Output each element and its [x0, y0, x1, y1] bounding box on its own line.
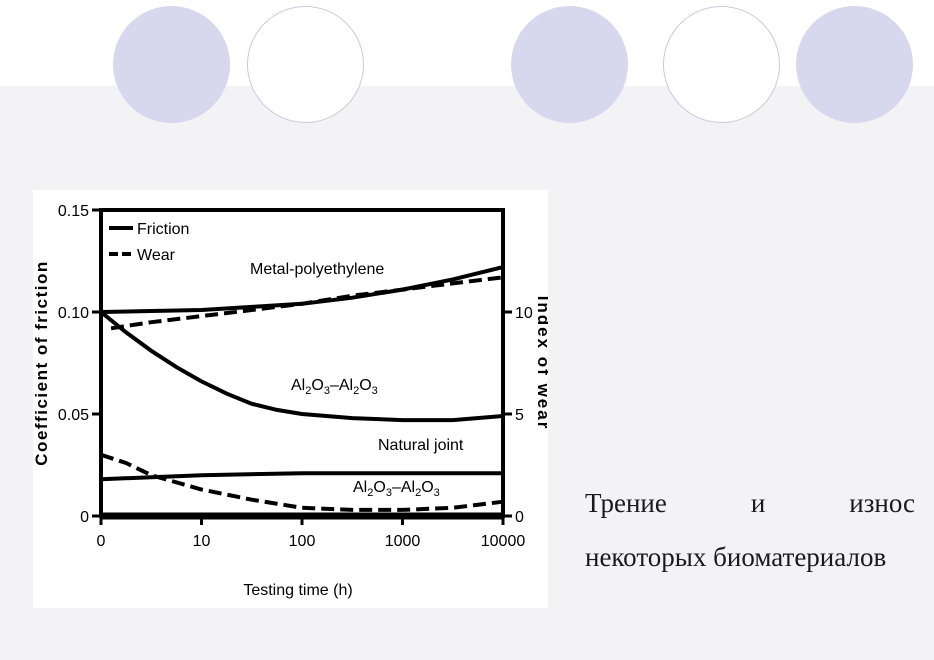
y-left-tick-label-1: 0.05 — [58, 407, 89, 424]
decorative-circle-3 — [511, 6, 628, 123]
legend-label-wear: Wear — [137, 247, 176, 264]
decorative-circle-4 — [663, 6, 780, 123]
annotation-natural-joint: Natural joint — [378, 437, 464, 454]
annotation-al2o3-upper: Al2O3–Al2O3 — [291, 377, 378, 397]
caption-word-3: износ — [849, 488, 915, 518]
x-axis-label: Testing time (h) — [243, 582, 352, 599]
slide-caption: Трение и износ некоторых биоматериалов — [585, 476, 915, 584]
legend: Friction Wear — [109, 221, 189, 264]
chart-svg: 0 10 100 1000 10000 0 0.05 0.10 0.15 0 5 10 Coeffic… — [33, 203, 548, 599]
x-tick-label-2: 100 — [289, 533, 316, 550]
annotation-al2o3-lower: Al2O3–Al2O3 — [353, 479, 440, 499]
y-axis-left-label: Coefficient of friction — [33, 260, 51, 465]
friction-wear-chart: 0 10 100 1000 10000 0 0.05 0.10 0.15 0 5 10 Coeffic… — [33, 190, 548, 608]
caption-word-2: и — [750, 488, 766, 518]
decorative-circle-5 — [796, 6, 913, 123]
x-tick-label-1: 10 — [193, 533, 211, 550]
caption-line-1: Трение и износ — [585, 476, 915, 530]
caption-word-1: Трение — [585, 488, 667, 518]
x-tick-label-4: 10000 — [481, 533, 526, 550]
y-right-tick-label-1: 5 — [515, 407, 524, 424]
legend-label-friction: Friction — [137, 221, 189, 238]
series-line-4 — [100, 452, 504, 512]
decorative-circle-2 — [247, 6, 364, 123]
x-tick-label-0: 0 — [97, 533, 106, 550]
y-left-tick-label-3: 0.15 — [58, 203, 89, 220]
series-line-1 — [110, 275, 504, 331]
y-right-tick-label-0: 0 — [515, 509, 524, 526]
y-left-tick-label-2: 0.10 — [58, 305, 89, 322]
y-right-tick-label-2: 10 — [515, 305, 533, 322]
x-tick-label-3: 1000 — [385, 533, 421, 550]
decorative-circle-1 — [113, 6, 230, 123]
series-line-3 — [100, 471, 503, 482]
y-axis-right-label: Index of wear — [534, 296, 548, 431]
caption-line-2: некоторых биоматериалов — [585, 542, 887, 572]
series-line-2 — [99, 310, 504, 423]
annotation-metal-polyethylene: Metal-polyethylene — [250, 261, 384, 278]
y-left-tick-label-0: 0 — [80, 509, 89, 526]
